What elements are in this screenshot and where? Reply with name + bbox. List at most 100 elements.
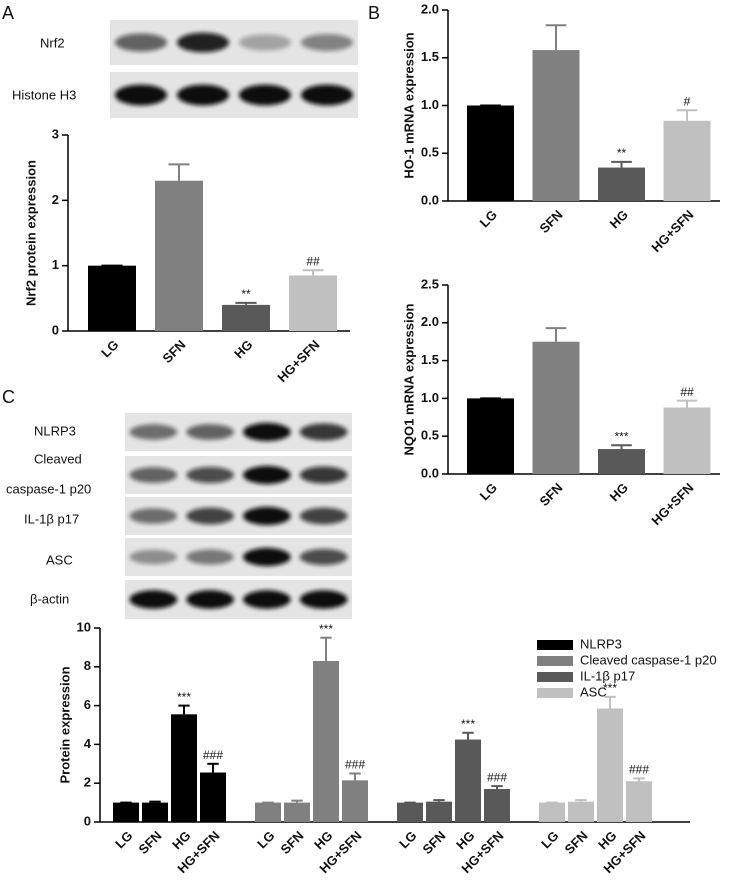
y-tick-label: 2 — [84, 775, 91, 790]
annotation: ### — [203, 748, 223, 762]
y-tick-label: 0.0 — [421, 192, 439, 207]
bar — [626, 781, 652, 822]
error-bar — [633, 777, 645, 782]
bar — [113, 802, 139, 822]
blot-band — [176, 32, 230, 53]
x-tick-label: HG — [607, 480, 631, 504]
bar — [532, 50, 580, 201]
blot-band — [299, 548, 348, 566]
blot-band — [238, 34, 292, 51]
blot-band — [299, 466, 348, 484]
panel-label: B — [368, 3, 380, 23]
y-axis-label: HO-1 mRNA expression — [401, 32, 416, 178]
annotation: *** — [177, 690, 191, 704]
error-bar — [168, 163, 190, 181]
bar — [455, 739, 481, 822]
bar — [255, 802, 281, 822]
y-tick-label: 1.0 — [421, 390, 439, 405]
blot-band — [243, 506, 291, 526]
blot-label: caspase-1 p20 — [6, 481, 91, 496]
blot-band — [243, 547, 291, 567]
blot-band — [238, 84, 292, 106]
legend-swatch — [537, 656, 573, 666]
error-bar — [676, 399, 698, 408]
blot-band — [129, 508, 178, 524]
error-bar — [320, 636, 332, 661]
annotation: ### — [487, 770, 507, 784]
error-bar — [545, 327, 567, 342]
x-tick-label: SFN — [420, 828, 449, 857]
y-tick-label: 1 — [52, 257, 59, 272]
y-tick-label: 8 — [84, 658, 91, 673]
x-tick-label: HG+SFN — [648, 207, 696, 255]
y-tick-label: 0 — [84, 813, 91, 828]
legend-label: NLRP3 — [580, 636, 622, 651]
blot-band — [186, 507, 234, 525]
annotation: *** — [614, 429, 628, 443]
y-tick-label: 1.5 — [421, 352, 439, 367]
bar — [342, 780, 368, 822]
y-tick-label: 0.0 — [421, 465, 439, 480]
annotation: ## — [680, 385, 694, 399]
x-tick-label: LG — [477, 480, 500, 503]
error-bar — [302, 269, 324, 276]
blot-band — [299, 590, 348, 609]
error-bar — [291, 799, 303, 803]
x-tick-label: SFN — [160, 337, 189, 366]
bar — [663, 407, 711, 474]
legend-label: Cleaved caspase-1 p20 — [580, 652, 717, 667]
blot-band — [186, 549, 234, 565]
error-bar — [491, 785, 503, 790]
y-tick-label: 2 — [52, 192, 59, 207]
blot-band — [300, 84, 354, 106]
annotation: *** — [319, 622, 333, 636]
error-bar — [178, 704, 190, 715]
y-tick-label: 1.0 — [421, 97, 439, 112]
bar — [663, 120, 711, 201]
y-tick-label: 0 — [52, 322, 59, 337]
blot-band — [129, 424, 178, 440]
blot-band — [299, 423, 348, 441]
x-tick-label: HG+SFN — [648, 480, 696, 528]
blot-band — [114, 33, 168, 52]
error-bar — [207, 762, 219, 773]
y-tick-label: 2.5 — [421, 276, 439, 291]
blot-band — [299, 507, 348, 525]
y-tick-label: 0.5 — [421, 145, 439, 160]
blot-band — [300, 33, 354, 52]
y-tick-label: 0.5 — [421, 428, 439, 443]
error-bar — [604, 695, 616, 709]
y-tick-label: 1.5 — [421, 49, 439, 64]
y-tick-label: 2.0 — [421, 1, 439, 16]
bar — [222, 304, 270, 331]
error-bar — [349, 772, 361, 781]
annotation: ## — [306, 254, 320, 268]
error-bar — [433, 799, 445, 802]
x-tick-label: SFN — [562, 828, 591, 857]
annotation: *** — [603, 681, 617, 695]
annotation: ** — [617, 146, 627, 160]
blot-band — [129, 549, 178, 565]
blot-label: NLRP3 — [34, 423, 76, 438]
blot-label: Histone H3 — [12, 87, 76, 102]
y-tick-label: 2.0 — [421, 314, 439, 329]
blot-label: ASC — [46, 552, 73, 567]
bar — [155, 180, 203, 331]
annotation: *** — [461, 717, 475, 731]
blot-band — [243, 465, 291, 485]
blot-band — [129, 590, 178, 609]
blot-band — [243, 422, 291, 442]
error-bar — [235, 301, 257, 305]
error-bar — [545, 24, 567, 51]
blot-band — [243, 590, 291, 609]
bar — [532, 341, 580, 474]
x-tick-label: HG+SFN — [274, 337, 322, 385]
legend-swatch — [537, 640, 573, 650]
bar — [484, 789, 510, 822]
x-tick-label: LG — [98, 337, 121, 360]
bar — [289, 275, 337, 331]
x-tick-label: SFN — [537, 207, 566, 236]
y-tick-label: 10 — [77, 619, 91, 634]
annotation: ### — [629, 763, 649, 777]
